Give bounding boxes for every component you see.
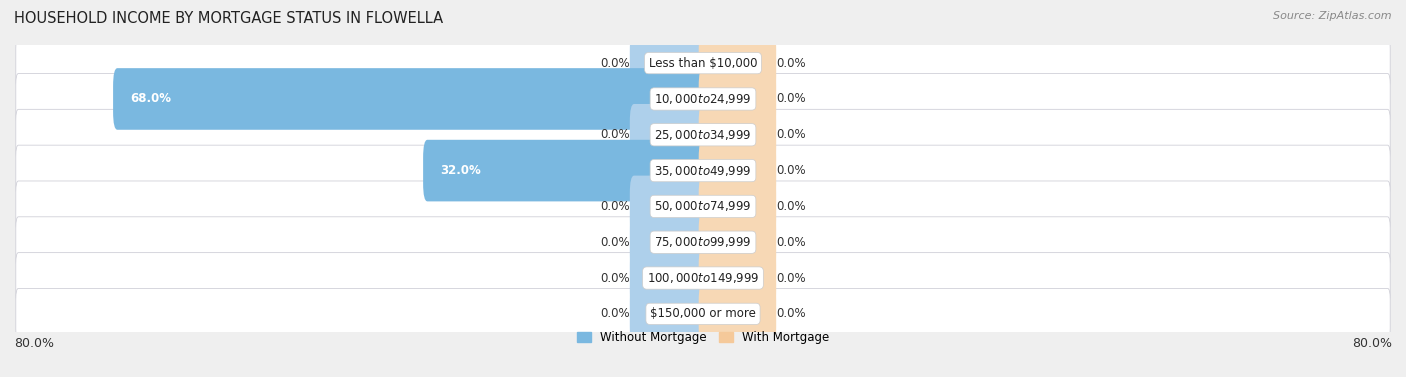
FancyBboxPatch shape xyxy=(630,247,707,309)
FancyBboxPatch shape xyxy=(630,176,707,237)
FancyBboxPatch shape xyxy=(630,104,707,166)
Text: 0.0%: 0.0% xyxy=(776,200,806,213)
Text: 0.0%: 0.0% xyxy=(600,307,630,320)
Text: 0.0%: 0.0% xyxy=(600,271,630,285)
FancyBboxPatch shape xyxy=(423,140,707,201)
Text: $35,000 to $49,999: $35,000 to $49,999 xyxy=(654,164,752,178)
Text: 0.0%: 0.0% xyxy=(600,128,630,141)
Text: $75,000 to $99,999: $75,000 to $99,999 xyxy=(654,235,752,249)
Text: 0.0%: 0.0% xyxy=(776,271,806,285)
Text: $150,000 or more: $150,000 or more xyxy=(650,307,756,320)
Text: 0.0%: 0.0% xyxy=(776,57,806,70)
Text: 32.0%: 32.0% xyxy=(440,164,481,177)
FancyBboxPatch shape xyxy=(15,181,1391,232)
FancyBboxPatch shape xyxy=(15,74,1391,124)
Text: 80.0%: 80.0% xyxy=(1353,337,1392,350)
FancyBboxPatch shape xyxy=(699,176,776,237)
Text: 0.0%: 0.0% xyxy=(600,236,630,249)
FancyBboxPatch shape xyxy=(15,145,1391,196)
FancyBboxPatch shape xyxy=(15,253,1391,303)
FancyBboxPatch shape xyxy=(699,32,776,94)
FancyBboxPatch shape xyxy=(699,211,776,273)
FancyBboxPatch shape xyxy=(630,283,707,345)
Text: 0.0%: 0.0% xyxy=(776,164,806,177)
Text: 0.0%: 0.0% xyxy=(776,92,806,106)
FancyBboxPatch shape xyxy=(699,104,776,166)
Text: $25,000 to $34,999: $25,000 to $34,999 xyxy=(654,128,752,142)
FancyBboxPatch shape xyxy=(630,32,707,94)
Text: 80.0%: 80.0% xyxy=(14,337,53,350)
FancyBboxPatch shape xyxy=(699,68,776,130)
Text: 0.0%: 0.0% xyxy=(776,128,806,141)
Text: 0.0%: 0.0% xyxy=(600,57,630,70)
FancyBboxPatch shape xyxy=(699,247,776,309)
Text: 68.0%: 68.0% xyxy=(131,92,172,106)
Text: $100,000 to $149,999: $100,000 to $149,999 xyxy=(647,271,759,285)
FancyBboxPatch shape xyxy=(15,38,1391,89)
FancyBboxPatch shape xyxy=(630,211,707,273)
Text: 0.0%: 0.0% xyxy=(776,236,806,249)
Text: $50,000 to $74,999: $50,000 to $74,999 xyxy=(654,199,752,213)
FancyBboxPatch shape xyxy=(15,217,1391,268)
FancyBboxPatch shape xyxy=(699,283,776,345)
Legend: Without Mortgage, With Mortgage: Without Mortgage, With Mortgage xyxy=(572,326,834,349)
Text: $10,000 to $24,999: $10,000 to $24,999 xyxy=(654,92,752,106)
Text: Less than $10,000: Less than $10,000 xyxy=(648,57,758,70)
FancyBboxPatch shape xyxy=(15,288,1391,339)
FancyBboxPatch shape xyxy=(699,140,776,201)
Text: HOUSEHOLD INCOME BY MORTGAGE STATUS IN FLOWELLA: HOUSEHOLD INCOME BY MORTGAGE STATUS IN F… xyxy=(14,11,443,26)
Text: Source: ZipAtlas.com: Source: ZipAtlas.com xyxy=(1274,11,1392,21)
FancyBboxPatch shape xyxy=(112,68,707,130)
Text: 0.0%: 0.0% xyxy=(776,307,806,320)
Text: 0.0%: 0.0% xyxy=(600,200,630,213)
FancyBboxPatch shape xyxy=(15,109,1391,160)
